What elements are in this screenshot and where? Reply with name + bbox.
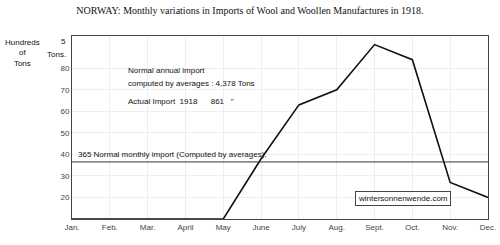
svg-text:Tons.: Tons. — [47, 50, 66, 59]
svg-text:wintersonnenwende.com: wintersonnenwende.com — [358, 194, 448, 203]
svg-text:May: May — [216, 223, 231, 232]
svg-text:June: June — [252, 223, 270, 232]
svg-text:Normal annual import: Normal annual import — [128, 66, 205, 75]
svg-text:Mar.: Mar. — [140, 223, 156, 232]
svg-text:20: 20 — [60, 193, 69, 202]
svg-text:Oct.: Oct. — [405, 223, 420, 232]
svg-text:Sept.: Sept. — [365, 223, 384, 232]
svg-text:40: 40 — [60, 150, 69, 159]
svg-text:Feb.: Feb. — [102, 223, 118, 232]
svg-text:60: 60 — [60, 107, 69, 116]
svg-text:April: April — [177, 223, 193, 232]
svg-text:July: July — [292, 223, 306, 232]
svg-text:365 Normal monthly import (Com: 365 Normal monthly import (Computed by a… — [78, 150, 267, 159]
svg-text:Jan.: Jan. — [64, 223, 79, 232]
svg-text:Dec.: Dec. — [480, 223, 496, 232]
svg-text:Nov.: Nov. — [442, 223, 458, 232]
svg-text:HundredsofTons: HundredsofTons — [5, 38, 40, 68]
svg-text:70: 70 — [60, 86, 69, 95]
svg-text:50: 50 — [60, 129, 69, 138]
svg-text:computed by averages : 4,378 T: computed by averages : 4,378 Tons — [128, 79, 255, 88]
svg-text:80: 80 — [60, 64, 69, 73]
svg-text:30: 30 — [60, 172, 69, 181]
svg-text:5: 5 — [61, 37, 66, 46]
svg-text:NORWAY: Monthly variations in: NORWAY: Monthly variations in Imports of… — [76, 5, 423, 16]
svg-text:Actual Import 1918 861: Actual Import 1918 861 " — [128, 97, 234, 106]
svg-text:Aug.: Aug. — [328, 223, 344, 232]
